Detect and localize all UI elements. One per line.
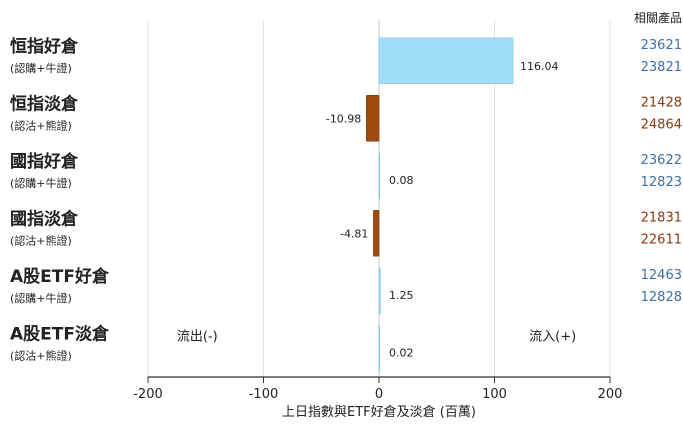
x-tick-label-4: 200 — [598, 387, 623, 402]
inflow-annotation: 流入(+) — [529, 329, 576, 344]
category-label: 恒指好倉 — [10, 36, 79, 57]
product-code-23621: 23621 — [641, 38, 682, 53]
x-tick-label-2: 0 — [375, 387, 383, 402]
product-code-21428: 21428 — [641, 96, 682, 111]
bar — [378, 324, 380, 372]
category-sublabel: (認購+牛證) — [10, 291, 72, 305]
bar — [366, 94, 380, 142]
product-code-23821: 23821 — [641, 60, 682, 75]
category-sublabel: (認購+牛證) — [10, 61, 72, 75]
bar — [378, 152, 380, 200]
category-sublabel: (認沽+熊證) — [10, 349, 72, 363]
value-label: 1.25 — [389, 289, 414, 302]
product-code-24864: 24864 — [641, 118, 682, 133]
value-label: 0.08 — [389, 174, 414, 187]
bar — [373, 209, 380, 257]
product-code-23622: 23622 — [641, 153, 682, 168]
category-sublabel: (認購+牛證) — [10, 176, 72, 190]
product-code-12823: 12823 — [641, 175, 682, 190]
category-label: A股ETF好倉 — [10, 266, 110, 287]
value-label: -10.98 — [326, 112, 361, 125]
x-tick-label-3: 100 — [482, 387, 507, 402]
value-label: 116.04 — [520, 60, 559, 73]
bar — [378, 37, 514, 85]
x-tick-label-0: -200 — [133, 387, 163, 402]
category-sublabel: (認沽+熊證) — [10, 234, 72, 248]
bar — [378, 267, 381, 315]
category-label: 國指好倉 — [10, 151, 79, 172]
x-tick-label-1: -100 — [249, 387, 279, 402]
category-label: 國指淡倉 — [10, 209, 79, 230]
value-label: -4.81 — [340, 227, 368, 240]
product-code-12828: 12828 — [641, 290, 682, 305]
x-axis-title: 上日指數與ETF好倉及淡倉 (百萬) — [282, 405, 476, 420]
product-code-12463: 12463 — [641, 268, 682, 283]
category-label: A股ETF淡倉 — [10, 324, 110, 345]
category-sublabel: (認沽+熊證) — [10, 119, 72, 133]
category-label: 恒指淡倉 — [10, 94, 79, 115]
value-label: 0.02 — [389, 346, 414, 359]
related-products-header: 相關產品 — [634, 10, 682, 25]
outflow-annotation: 流出(-) — [177, 329, 218, 344]
product-code-22611: 22611 — [641, 233, 682, 248]
product-code-21831: 21831 — [641, 211, 682, 226]
